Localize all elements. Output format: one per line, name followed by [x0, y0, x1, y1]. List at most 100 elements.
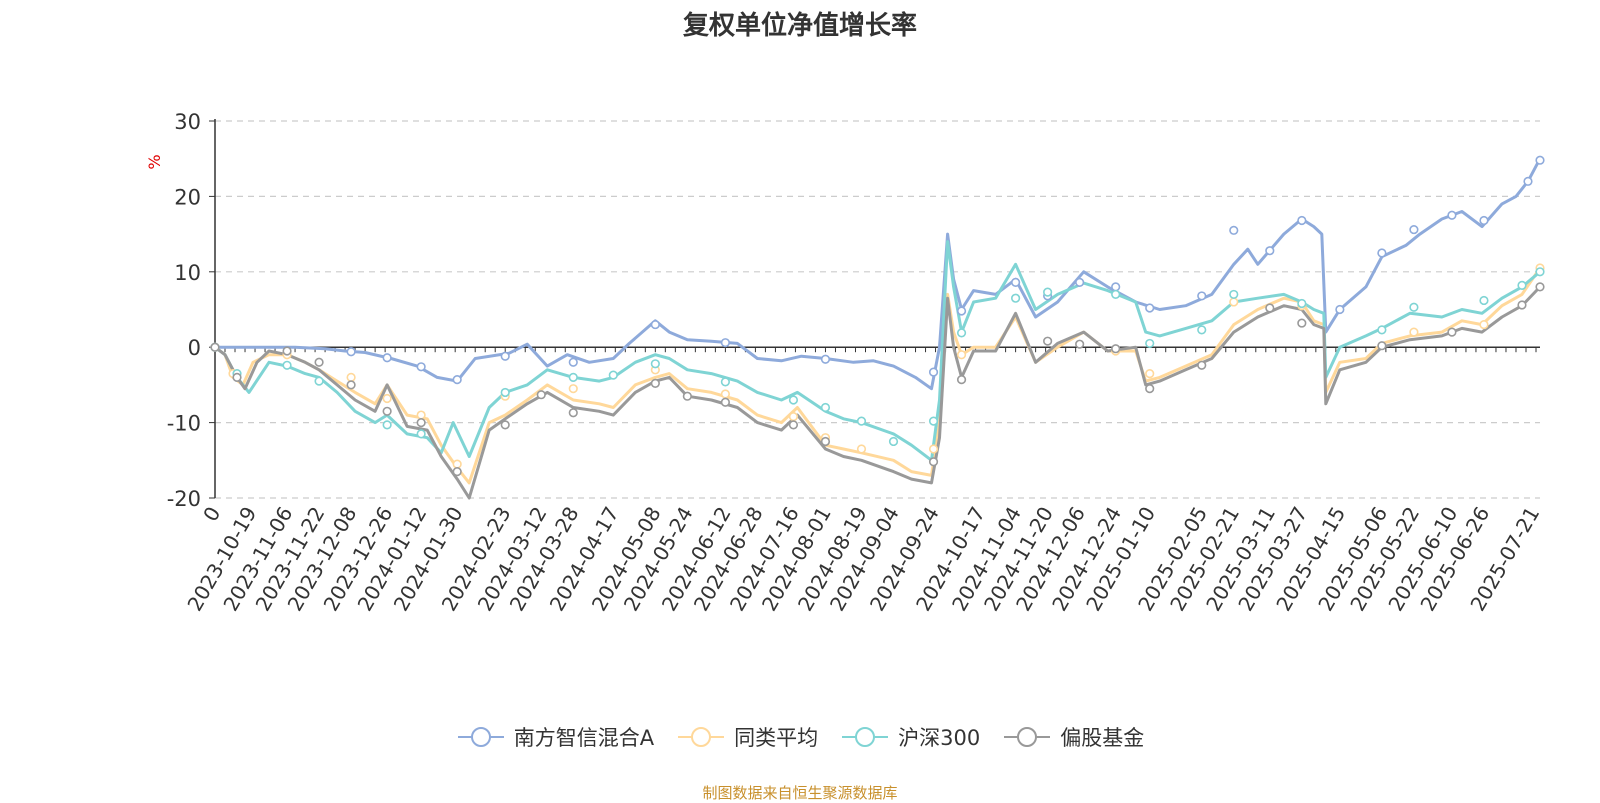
legend-swatch-circle [1017, 727, 1038, 747]
y-tick-label: -20 [167, 487, 201, 511]
series-point-0 [1229, 225, 1239, 235]
legend-swatch-icon [457, 727, 504, 747]
series-point-1 [856, 444, 867, 454]
series-point-3 [1265, 303, 1275, 313]
series-line-2 [214, 240, 1541, 462]
series-point-2 [1043, 287, 1053, 297]
series-point-1 [956, 350, 967, 360]
series-line-0 [215, 157, 1542, 391]
series-point-3 [1145, 384, 1155, 394]
series-point-2 [650, 359, 660, 369]
series-point-0 [568, 357, 578, 367]
series-point-0 [1523, 176, 1533, 186]
series-point-3 [720, 397, 730, 407]
series-point-3 [536, 390, 546, 400]
series-point-2 [568, 372, 578, 382]
legend-label: 沪深300 [898, 726, 981, 750]
series-point-0 [1265, 246, 1275, 256]
series-point-2 [1409, 302, 1419, 312]
legend: 南方智信混合A 同类平均 沪深300 偏股基金 [0, 722, 1600, 752]
series-lines [214, 157, 1542, 500]
series-point-2 [500, 387, 510, 398]
legend-swatch-icon [842, 727, 889, 747]
series-point-3 [1111, 344, 1121, 354]
series-point-2 [314, 376, 324, 386]
y-tick-label: 20 [174, 185, 201, 209]
series-point-2 [1535, 267, 1545, 277]
legend-item-0[interactable]: 南方智信混合A [456, 722, 654, 752]
legend-item-1[interactable]: 同类平均 [676, 722, 818, 752]
series-point-3 [682, 391, 692, 401]
grid-lines [215, 120, 1540, 499]
series-point-0 [1447, 210, 1457, 220]
series-point-2 [1011, 293, 1021, 303]
series-point-1 [1479, 319, 1489, 330]
y-tick-label: 30 [174, 110, 201, 134]
series-point-0 [1535, 155, 1545, 165]
series-point-2 [1145, 338, 1155, 349]
series-point-2 [956, 328, 967, 338]
series-point-3 [346, 380, 356, 390]
series-point-3 [1043, 336, 1053, 346]
series-point-1 [416, 410, 426, 420]
series-point-2 [1229, 289, 1239, 300]
series-point-0 [928, 367, 939, 377]
series-point-0 [452, 375, 462, 385]
series-point-2 [1111, 289, 1121, 300]
series-point-0 [1197, 291, 1207, 301]
legend-item-3[interactable]: 偏股基金 [1002, 722, 1144, 752]
series-point-2 [1377, 325, 1387, 335]
y-tick-label: -10 [167, 412, 201, 436]
series-point-3 [1297, 318, 1307, 328]
series-markers [210, 155, 1545, 477]
series-point-3 [416, 418, 426, 428]
series-point-1 [382, 393, 392, 404]
series-point-0 [1479, 215, 1489, 226]
series-point-0 [1111, 282, 1121, 292]
series-point-0 [820, 354, 831, 364]
series-point-3 [1447, 327, 1457, 337]
series-point-2 [788, 395, 799, 405]
series-point-2 [1297, 298, 1307, 309]
legend-swatch-icon [678, 727, 725, 747]
series-point-2 [856, 416, 867, 426]
legend-swatch-icon [1004, 727, 1051, 747]
y-tick-label: 0 [188, 336, 201, 360]
series-point-0 [1297, 215, 1307, 226]
series-point-1 [1145, 368, 1155, 379]
series-point-1 [452, 459, 462, 469]
series-point-3 [232, 372, 242, 382]
series-point-1 [1229, 297, 1239, 307]
series-line-1 [214, 267, 1542, 485]
series-point-2 [1517, 280, 1527, 290]
series-point-2 [820, 402, 831, 413]
data-source-note: 制图数据来自恒生聚源数据库 [702, 784, 898, 802]
legend-label: 偏股基金 [1060, 726, 1145, 750]
series-point-0 [382, 353, 392, 363]
series-point-0 [1145, 303, 1155, 313]
series-point-3 [382, 406, 392, 416]
series-point-0 [956, 306, 967, 316]
legend-swatch-circle [470, 727, 491, 747]
series-point-3 [568, 408, 578, 418]
series-point-2 [608, 370, 618, 380]
series-point-0 [650, 319, 660, 330]
series-point-0 [720, 338, 730, 348]
series-point-2 [888, 436, 899, 447]
series-point-1 [928, 444, 939, 454]
legend-swatch-circle [855, 727, 876, 747]
series-point-2 [282, 360, 292, 370]
series-point-3 [820, 436, 831, 447]
series-point-1 [720, 389, 730, 399]
series-point-3 [210, 342, 220, 352]
series-point-1 [568, 384, 578, 394]
legend-item-2[interactable]: 沪深300 [840, 722, 980, 752]
series-point-2 [720, 377, 730, 387]
series-point-3 [314, 357, 324, 367]
series-point-0 [500, 351, 510, 361]
series-point-0 [416, 362, 426, 372]
series-point-3 [282, 346, 292, 356]
series-point-2 [416, 429, 426, 439]
chart-title: 复权单位净值增长率 [683, 10, 917, 41]
